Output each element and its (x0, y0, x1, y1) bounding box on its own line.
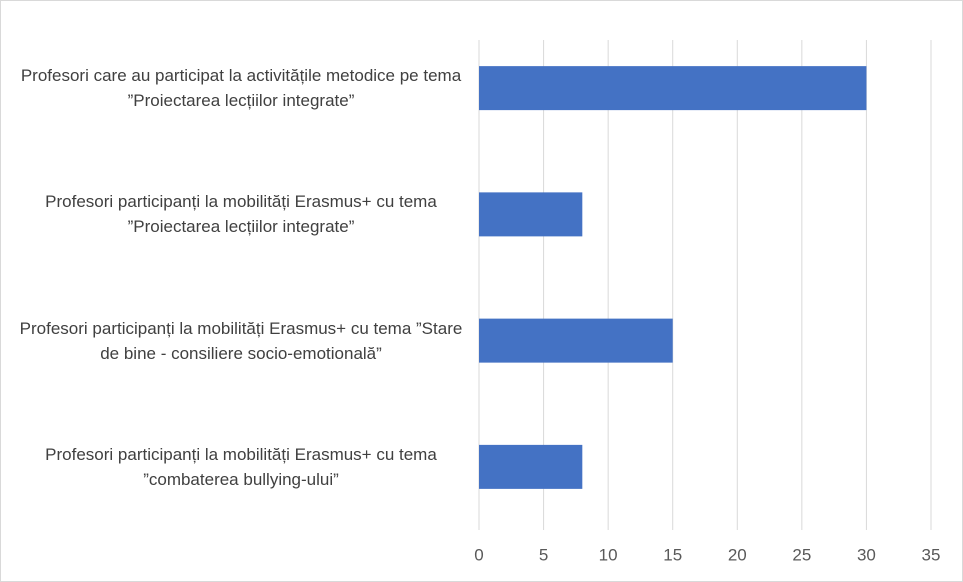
x-tick-label: 30 (857, 545, 876, 564)
x-tick-label: 5 (539, 545, 548, 564)
x-tick-label: 20 (728, 545, 747, 564)
x-tick-label: 25 (792, 545, 811, 564)
bar (479, 444, 583, 489)
bar (479, 66, 867, 111)
y-tick-label: Profesori participanți la mobilități Era… (45, 192, 437, 237)
x-tick-label: 10 (599, 545, 618, 564)
x-tick-label: 0 (474, 545, 483, 564)
y-tick-label: Profesori care au participat la activită… (20, 66, 462, 111)
y-tick-label: Profesori participanți la mobilități Era… (45, 444, 437, 489)
bar (479, 192, 583, 237)
x-tick-label: 35 (922, 545, 941, 564)
y-tick-label: Profesori participanți la mobilități Era… (19, 318, 463, 363)
x-tick-label: 15 (663, 545, 682, 564)
bar (479, 318, 673, 363)
